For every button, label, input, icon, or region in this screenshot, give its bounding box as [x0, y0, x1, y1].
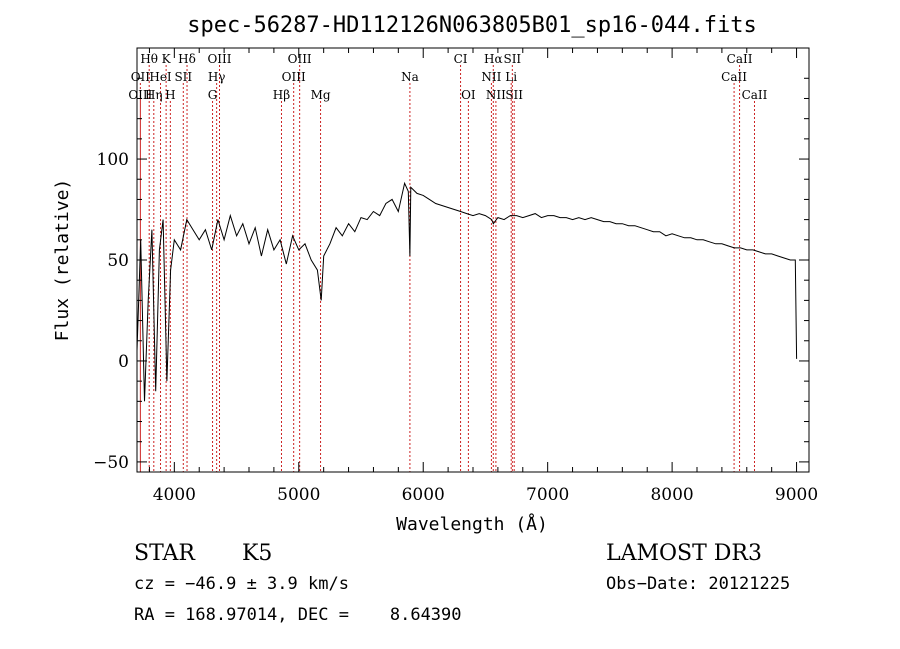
line-label-15: NII [481, 70, 501, 84]
line-label-16: Li [505, 70, 517, 84]
y-tick-label-3: 100 [97, 150, 129, 170]
line-label-19: Hη [145, 88, 163, 102]
survey-name: LAMOST DR3 [606, 541, 762, 566]
object-subclass: K5 [242, 541, 272, 566]
line-label-11: SII [174, 70, 192, 84]
line-label-10: HeI [149, 70, 172, 84]
line-label-21: G [208, 88, 218, 102]
x-axis-label: Wavelength (Å) [396, 513, 548, 535]
line-label-4: OIII [288, 52, 312, 66]
line-label-8: CaII [727, 52, 753, 66]
observation-date: Obs−Date: 20121225 [606, 574, 790, 594]
plot-frame [136, 47, 810, 473]
y-tick-label-1: 0 [118, 352, 129, 372]
line-label-7: SII [503, 52, 521, 66]
line-label-9: OII [131, 70, 151, 84]
line-label-1: K [162, 52, 172, 66]
line-label-26: SII [505, 88, 523, 102]
y-axis-label: Flux (relative) [52, 179, 73, 342]
line-label-27: CaII [742, 88, 768, 102]
line-label-3: OIII [207, 52, 231, 66]
line-label-17: CaII [721, 70, 747, 84]
x-axis-ticks: 4000 5000 6000 7000 8000 9000 [148, 48, 818, 505]
line-label-22: Hβ [273, 88, 290, 102]
redshift-velocity: cz = −46.9 ± 3.9 km/s [134, 574, 349, 594]
x-tick-label-2: 6000 [402, 485, 445, 505]
line-label-0: Hθ [140, 52, 158, 66]
line-label-2: Hδ [178, 52, 196, 66]
x-tick-label-0: 4000 [153, 485, 196, 505]
spectrum-line-0 [136, 181, 798, 402]
x-tick-label-3: 7000 [526, 485, 569, 505]
line-label-18: OIII [128, 88, 152, 102]
line-label-13: OIII [282, 70, 306, 84]
line-label-24: OI [461, 88, 476, 102]
spectrum-series [136, 181, 798, 402]
line-label-20: H [165, 88, 175, 102]
x-tick-label-5: 9000 [775, 485, 818, 505]
y-axis-ticks: −50 0 50 100 [93, 77, 809, 473]
object-class: STAR [134, 541, 196, 566]
x-tick-label-4: 8000 [650, 485, 693, 505]
line-label-12: Hγ [208, 70, 226, 84]
line-label-5: CI [454, 52, 468, 66]
line-label-23: Mg [311, 88, 331, 102]
line-label-14: Na [401, 70, 419, 84]
chart-title: spec-56287-HD112126N063805B01_sp16-044.f… [187, 13, 757, 38]
x-tick-label-1: 5000 [277, 485, 320, 505]
line-label-25: NII [486, 88, 506, 102]
ra-dec-coordinates: RA = 168.97014, DEC = 8.64390 [134, 605, 462, 625]
y-tick-label-0: −50 [93, 453, 129, 473]
y-tick-label-2: 50 [107, 251, 129, 271]
line-label-6: Hα [484, 52, 503, 66]
